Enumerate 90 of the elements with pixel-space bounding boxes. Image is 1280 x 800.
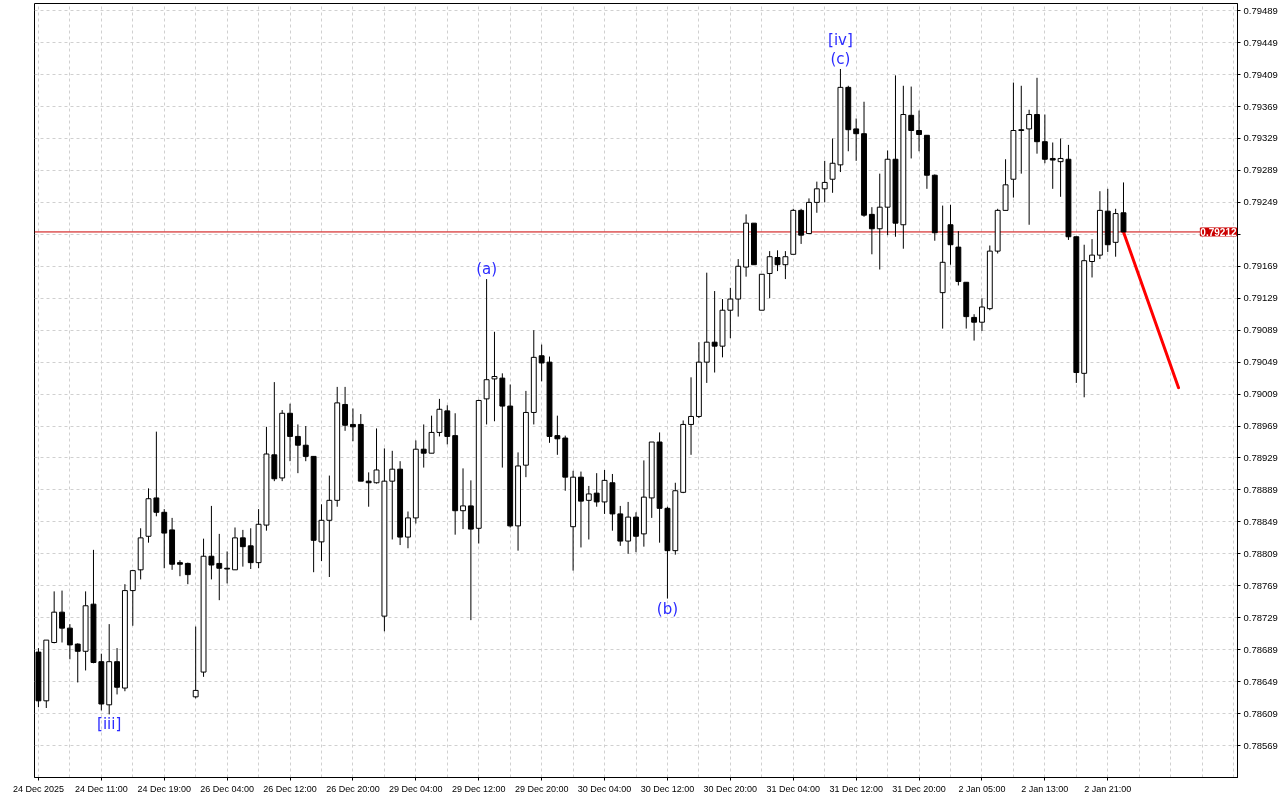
- y-tick-label: 0.79129: [1243, 292, 1278, 304]
- x-tick-label: 31 Dec 12:00: [829, 783, 883, 794]
- y-tick-label: 0.79489: [1243, 4, 1278, 16]
- candlestick: [813, 181, 820, 214]
- candlestick: [302, 425, 309, 462]
- x-tick-label: 29 Dec 12:00: [451, 783, 506, 794]
- candlestick: [74, 642, 81, 683]
- candlestick: [971, 313, 978, 342]
- candlestick: [1041, 114, 1048, 164]
- y-tick-label: 0.78769: [1243, 579, 1278, 591]
- y-tick-label: 0.79249: [1243, 196, 1278, 208]
- y-tick-label: 0.79169: [1243, 260, 1278, 272]
- candlestick: [947, 204, 954, 266]
- candlestick: [287, 403, 293, 462]
- candlestick: [853, 118, 860, 162]
- x-tick-label: 26 Dec 20:00: [326, 783, 380, 794]
- candlestick: [294, 423, 301, 474]
- x-tick-label: 30 Dec 04:00: [577, 783, 632, 794]
- candlestick: [350, 407, 356, 442]
- y-tick-label: 0.78969: [1243, 420, 1278, 432]
- candlestick: [247, 527, 254, 570]
- candlestick: [916, 110, 922, 152]
- y-tick-label: 0.78849: [1243, 515, 1278, 527]
- candlestick: [585, 485, 592, 540]
- candlestick: [1018, 85, 1025, 175]
- candlestick: [129, 569, 136, 627]
- y-tick-label: 0.78929: [1243, 452, 1278, 463]
- x-tick-label: 30 Dec 20:00: [703, 783, 758, 794]
- candlestick: [1026, 109, 1033, 226]
- x-tick-label: 30 Dec 12:00: [640, 783, 695, 794]
- candlestick: [703, 272, 710, 384]
- candlestick: [467, 479, 474, 621]
- candlestick: [59, 590, 65, 644]
- annotation: [iv]: [828, 31, 853, 49]
- y-tick-label: 0.78689: [1243, 643, 1278, 655]
- y-tick-label: 0.79449: [1243, 36, 1278, 48]
- candlestick: [66, 623, 73, 660]
- candlestick: [1089, 238, 1095, 278]
- x-tick-label: 31 Dec 20:00: [892, 783, 946, 794]
- candlestick: [483, 278, 490, 425]
- candlestick: [460, 467, 466, 530]
- y-tick-label: 0.79089: [1243, 324, 1278, 336]
- y-tick-label: 0.79329: [1243, 132, 1278, 144]
- y-tick-label: 0.78569: [1243, 739, 1278, 751]
- y-tick-label: 0.79409: [1243, 68, 1278, 80]
- candlestick: [821, 160, 828, 203]
- y-tick-label: 0.78889: [1243, 483, 1278, 495]
- y-tick-label: 0.78809: [1243, 547, 1278, 559]
- candlestick: [216, 533, 223, 601]
- candlestick: [868, 206, 875, 255]
- candlestick: [342, 386, 349, 432]
- candlestick: [727, 287, 734, 339]
- y-tick-label: 0.79289: [1243, 164, 1278, 176]
- candlestick: [405, 511, 411, 549]
- candlestick: [979, 297, 985, 332]
- x-tick-label: 26 Dec 04:00: [200, 783, 254, 794]
- annotation: (c): [830, 50, 851, 68]
- annotation: [iii]: [97, 715, 122, 734]
- x-tick-label: 29 Dec 04:00: [389, 783, 443, 794]
- candlestick: [633, 511, 639, 553]
- annotation: (a): [476, 260, 498, 279]
- candlestick: [389, 450, 396, 540]
- candlestick: [625, 501, 632, 555]
- x-tick-label: 2 Jan 05:00: [958, 783, 1006, 794]
- x-tick-label: 2 Jan 21:00: [1084, 783, 1132, 794]
- y-tick-label: 0.78649: [1243, 675, 1278, 687]
- candlestick: [161, 508, 168, 569]
- x-tick-label: 2 Jan 13:00: [1021, 783, 1069, 794]
- candlestick: [177, 559, 183, 577]
- candlestick: [1049, 141, 1056, 190]
- x-tick-label: 26 Dec 12:00: [263, 783, 317, 794]
- annotation: (b): [656, 599, 679, 618]
- candlestick: [876, 173, 883, 270]
- x-tick-label: 24 Dec 11:00: [74, 783, 128, 794]
- y-tick-label: 0.79049: [1243, 356, 1278, 368]
- y-tick-label: 0.79369: [1243, 100, 1278, 112]
- candlestick: [239, 529, 246, 568]
- x-tick-label: 24 Dec 19:00: [137, 783, 192, 794]
- candlestick: [578, 471, 584, 548]
- x-tick-label: 31 Dec 04:00: [766, 783, 821, 794]
- y-tick-label: 0.78729: [1243, 611, 1278, 623]
- ref-line-label: 0.79212: [1200, 226, 1237, 238]
- candlestick: [688, 376, 694, 456]
- candlestick: [908, 86, 915, 159]
- x-tick-label: 29 Dec 20:00: [514, 783, 569, 794]
- candlestick: [192, 626, 199, 699]
- y-tick-label: 0.78609: [1243, 707, 1278, 719]
- x-tick-label: 24 Dec 2025: [12, 783, 64, 794]
- candlestick: [224, 550, 231, 584]
- y-tick-label: 0.79009: [1243, 388, 1278, 400]
